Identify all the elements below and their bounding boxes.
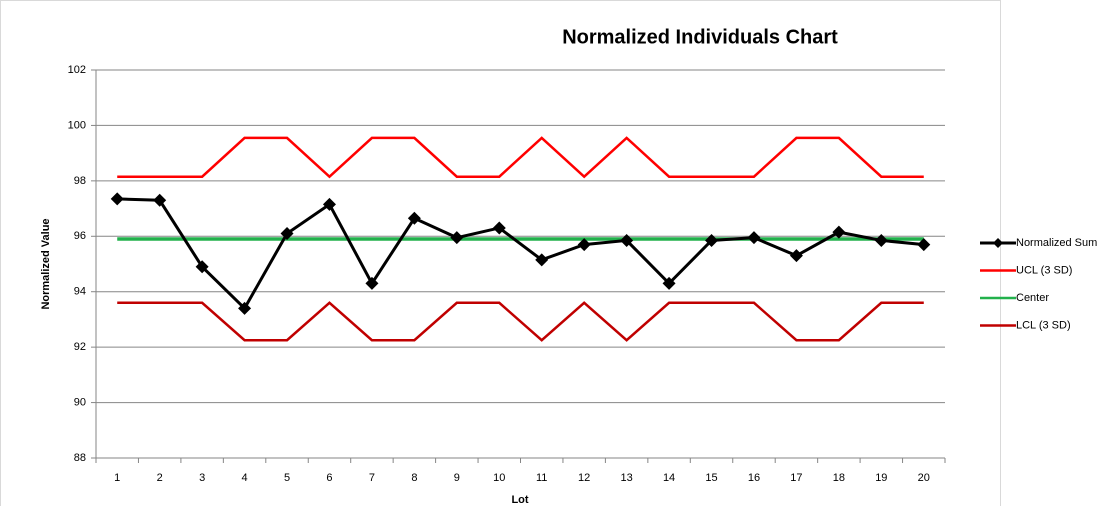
y-tick-label: 98 [74, 175, 86, 187]
legend-label: Normalized Sum [1016, 237, 1097, 249]
y-tick-label: 100 [68, 119, 86, 131]
x-tick-label: 1 [114, 472, 120, 484]
data-point [365, 276, 379, 290]
data-point [789, 249, 803, 263]
x-axis-title: Lot [511, 494, 528, 506]
data-point [577, 238, 591, 252]
x-tick-label: 15 [705, 472, 717, 484]
series-line [117, 136, 924, 179]
legend-marker [993, 238, 1003, 248]
data-point [747, 231, 761, 245]
y-tick-label: 96 [74, 230, 86, 242]
y-tick-label: 92 [74, 341, 86, 353]
chart-title: Normalized Individuals Chart [562, 26, 838, 48]
x-tick-label: 10 [493, 472, 505, 484]
x-tick-label: 16 [748, 472, 760, 484]
data-point [874, 233, 888, 247]
x-tick-label: 20 [918, 472, 930, 484]
series-line [117, 197, 924, 311]
data-point [832, 225, 846, 239]
legend-label: Center [1016, 292, 1049, 304]
x-tick-label: 8 [411, 472, 417, 484]
x-tick-label: 13 [621, 472, 633, 484]
x-tick-label: 9 [454, 472, 460, 484]
x-tick-label: 6 [326, 472, 332, 484]
x-tick-label: 11 [536, 472, 547, 484]
data-point [280, 227, 294, 241]
x-tick-label: 7 [369, 472, 375, 484]
x-tick-label: 14 [663, 472, 675, 484]
x-tick-label: 4 [242, 472, 248, 484]
data-point [535, 253, 549, 267]
data-point [322, 197, 336, 211]
x-tick-label: 5 [284, 472, 290, 484]
y-tick-label: 88 [74, 452, 86, 464]
data-point [917, 238, 931, 252]
data-point [153, 193, 167, 207]
data-point [620, 233, 634, 247]
data-point [195, 260, 209, 274]
y-tick-label: 94 [74, 286, 86, 298]
y-axis-title: Normalized Value [40, 218, 52, 309]
legend-label: UCL (3 SD) [1016, 264, 1072, 276]
y-tick-label: 102 [68, 64, 86, 76]
x-tick-label: 2 [157, 472, 163, 484]
data-point [238, 301, 252, 315]
legend-label: LCL (3 SD) [1016, 319, 1071, 331]
x-tick-label: 12 [578, 472, 590, 484]
y-tick-label: 90 [74, 396, 86, 408]
x-tick-label: 17 [790, 472, 802, 484]
data-point [705, 233, 719, 247]
data-point [110, 192, 124, 206]
data-point [662, 276, 676, 290]
x-tick-label: 3 [199, 472, 205, 484]
x-tick-label: 18 [833, 472, 845, 484]
data-point [450, 231, 464, 245]
series-line [117, 301, 924, 342]
data-point [492, 221, 506, 235]
data-point [407, 211, 421, 225]
x-tick-label: 19 [875, 472, 887, 484]
